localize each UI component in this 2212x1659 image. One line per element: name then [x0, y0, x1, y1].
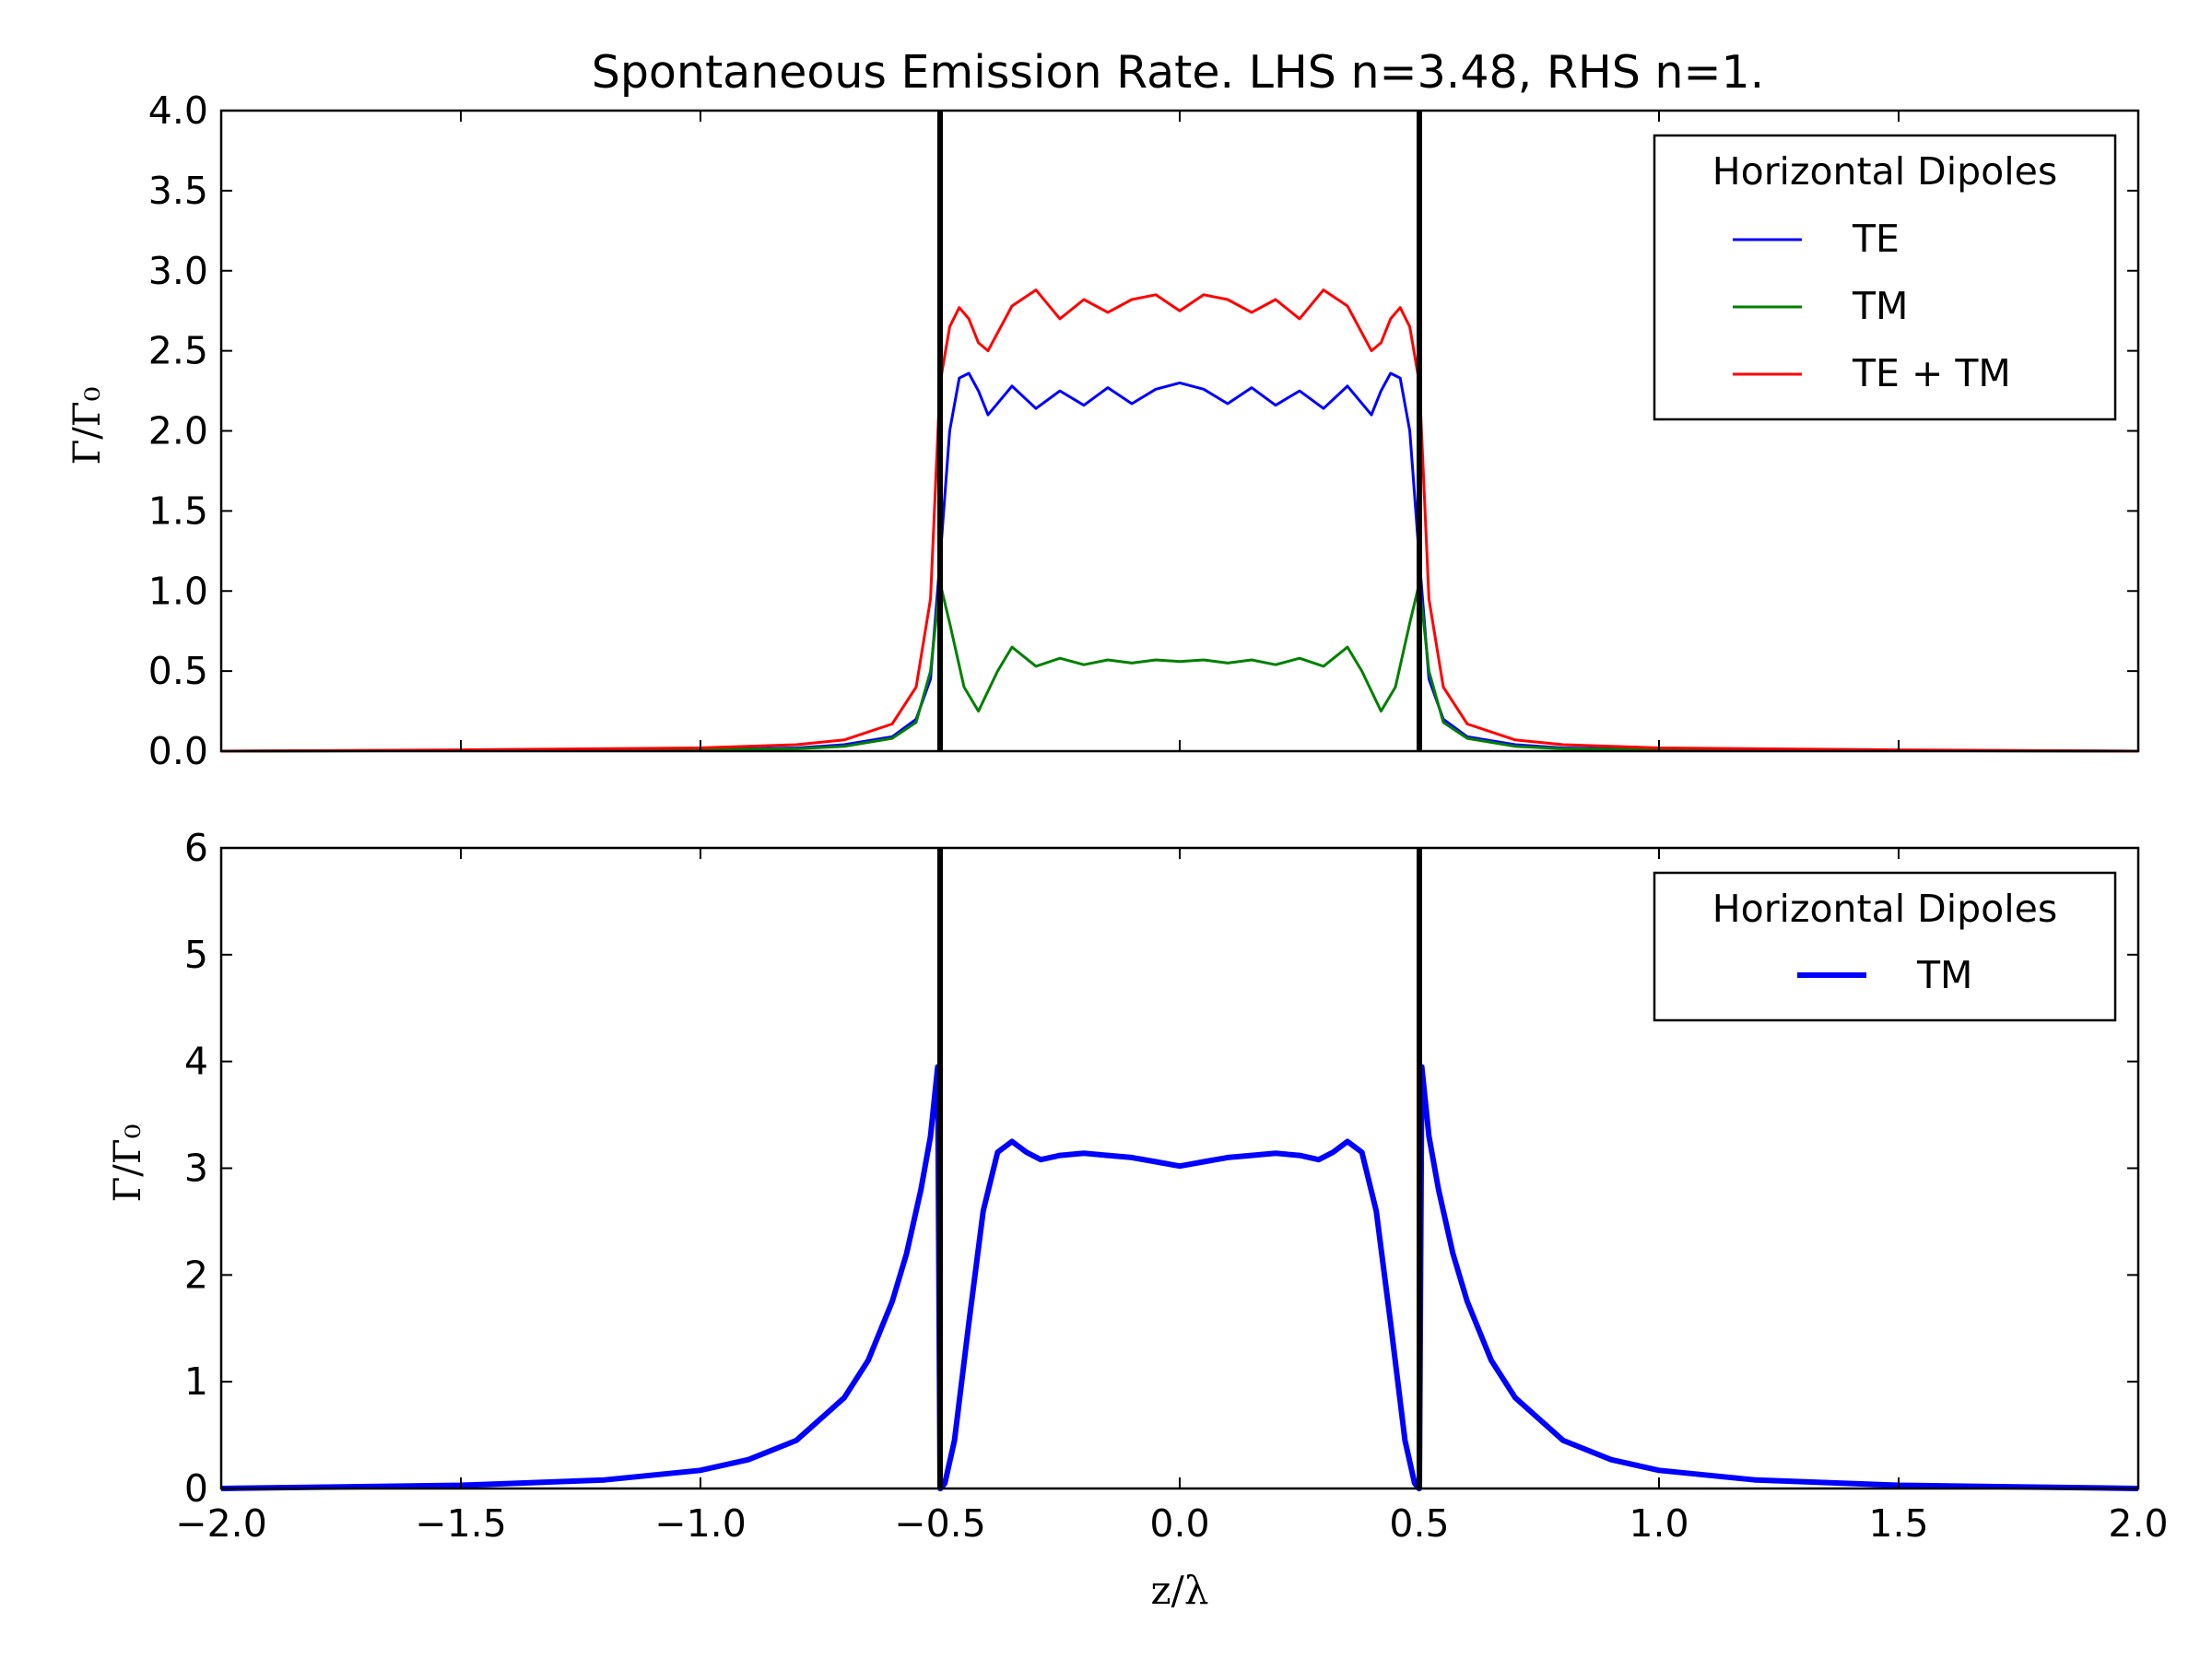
- top-series-layer: [220, 288, 2139, 753]
- bottom-legend-title: Horizontal Dipoles: [1712, 887, 2057, 931]
- top-y-tick-label: 4.0: [148, 88, 208, 133]
- bottom-legend-label-tm: TM: [1916, 953, 1972, 997]
- top-y-tick-label: 2.0: [148, 409, 208, 453]
- bottom-x-tick-label: 0.5: [1389, 1501, 1449, 1546]
- top-y-tick-label: 3.0: [148, 249, 208, 293]
- bottom-y-tick-label: 2: [184, 1253, 208, 1297]
- bottom-y-tick-label: 6: [184, 826, 208, 870]
- bottom-series-line-0: [220, 1064, 2139, 1491]
- bottom-x-tick-label: 0.0: [1149, 1501, 1209, 1546]
- bottom-x-tick-label: −1.0: [654, 1501, 747, 1546]
- top-interface-layer: [937, 111, 1422, 751]
- top-legend-label-te-tm: TE + TM: [1852, 351, 2011, 395]
- top-panel: 0.0 0.5 1.0 1.5 2.0 2.5 3.0 3.5 4.0 Γ/Γ₀ Horizon…: [66, 88, 2140, 773]
- bottom-x-axis-label: z/λ: [1151, 1568, 1209, 1613]
- top-ticks-layer: 0.0 0.5 1.0 1.5 2.0 2.5 3.0 3.5 4.0: [148, 88, 2139, 773]
- bottom-y-tick-label: 0: [184, 1466, 208, 1511]
- bottom-y-tick-label: 4: [184, 1040, 208, 1084]
- top-legend-box: [1653, 134, 2117, 421]
- bottom-series-layer: [220, 1064, 2139, 1491]
- top-series-line-1: [220, 582, 2139, 753]
- top-legend-title: Horizontal Dipoles: [1712, 149, 2057, 194]
- top-legend-label-te: TE: [1852, 217, 1900, 261]
- figure-title: Spontaneous Emission Rate. LHS n=3.48, R…: [592, 46, 1765, 99]
- top-y-tick-label: 3.5: [148, 169, 208, 213]
- top-legend-label-tm: TM: [1852, 284, 1908, 328]
- bottom-legend: Horizontal Dipoles TM: [1653, 871, 2117, 1022]
- top-legend: Horizontal Dipoles TE TM TE + TM: [1653, 134, 2117, 421]
- bottom-y-tick-label: 1: [184, 1359, 208, 1404]
- bottom-x-tick-label: −2.0: [175, 1501, 267, 1546]
- top-y-tick-label: 0.0: [148, 729, 208, 773]
- bottom-x-tick-label: −1.5: [415, 1501, 507, 1546]
- top-y-tick-label: 2.5: [148, 329, 208, 373]
- bottom-x-tick-label: −0.5: [894, 1501, 986, 1546]
- top-y-tick-label: 0.5: [148, 649, 208, 693]
- bottom-ticks-layer: −2.0 −1.5 −1.0 −0.5 0.0 0.5 1.0 1.5 2.0 0 1 2 3 4 5 6: [175, 826, 2168, 1546]
- bottom-panel: −2.0 −1.5 −1.0 −0.5 0.0 0.5 1.0 1.5 2.0 0 1 2 3 4 5 6 Γ…: [107, 826, 2169, 1613]
- bottom-x-tick-label: 2.0: [2108, 1501, 2168, 1546]
- bottom-y-tick-label: 5: [184, 933, 208, 977]
- bottom-x-tick-label: 1.0: [1629, 1501, 1688, 1546]
- bottom-legend-box: [1653, 871, 2117, 1022]
- top-y-tick-label: 1.5: [148, 488, 208, 533]
- top-y-axis-label: Γ/Γ₀: [66, 386, 109, 465]
- top-y-tick-label: 1.0: [148, 569, 208, 613]
- top-series-line-2: [220, 288, 2139, 753]
- bottom-y-axis-label: Γ/Γ₀: [107, 1124, 149, 1202]
- top-series-line-0: [220, 371, 2139, 753]
- bottom-interface-layer: [937, 848, 1422, 1488]
- bottom-y-tick-label: 3: [184, 1147, 208, 1191]
- bottom-x-tick-label: 1.5: [1868, 1501, 1928, 1546]
